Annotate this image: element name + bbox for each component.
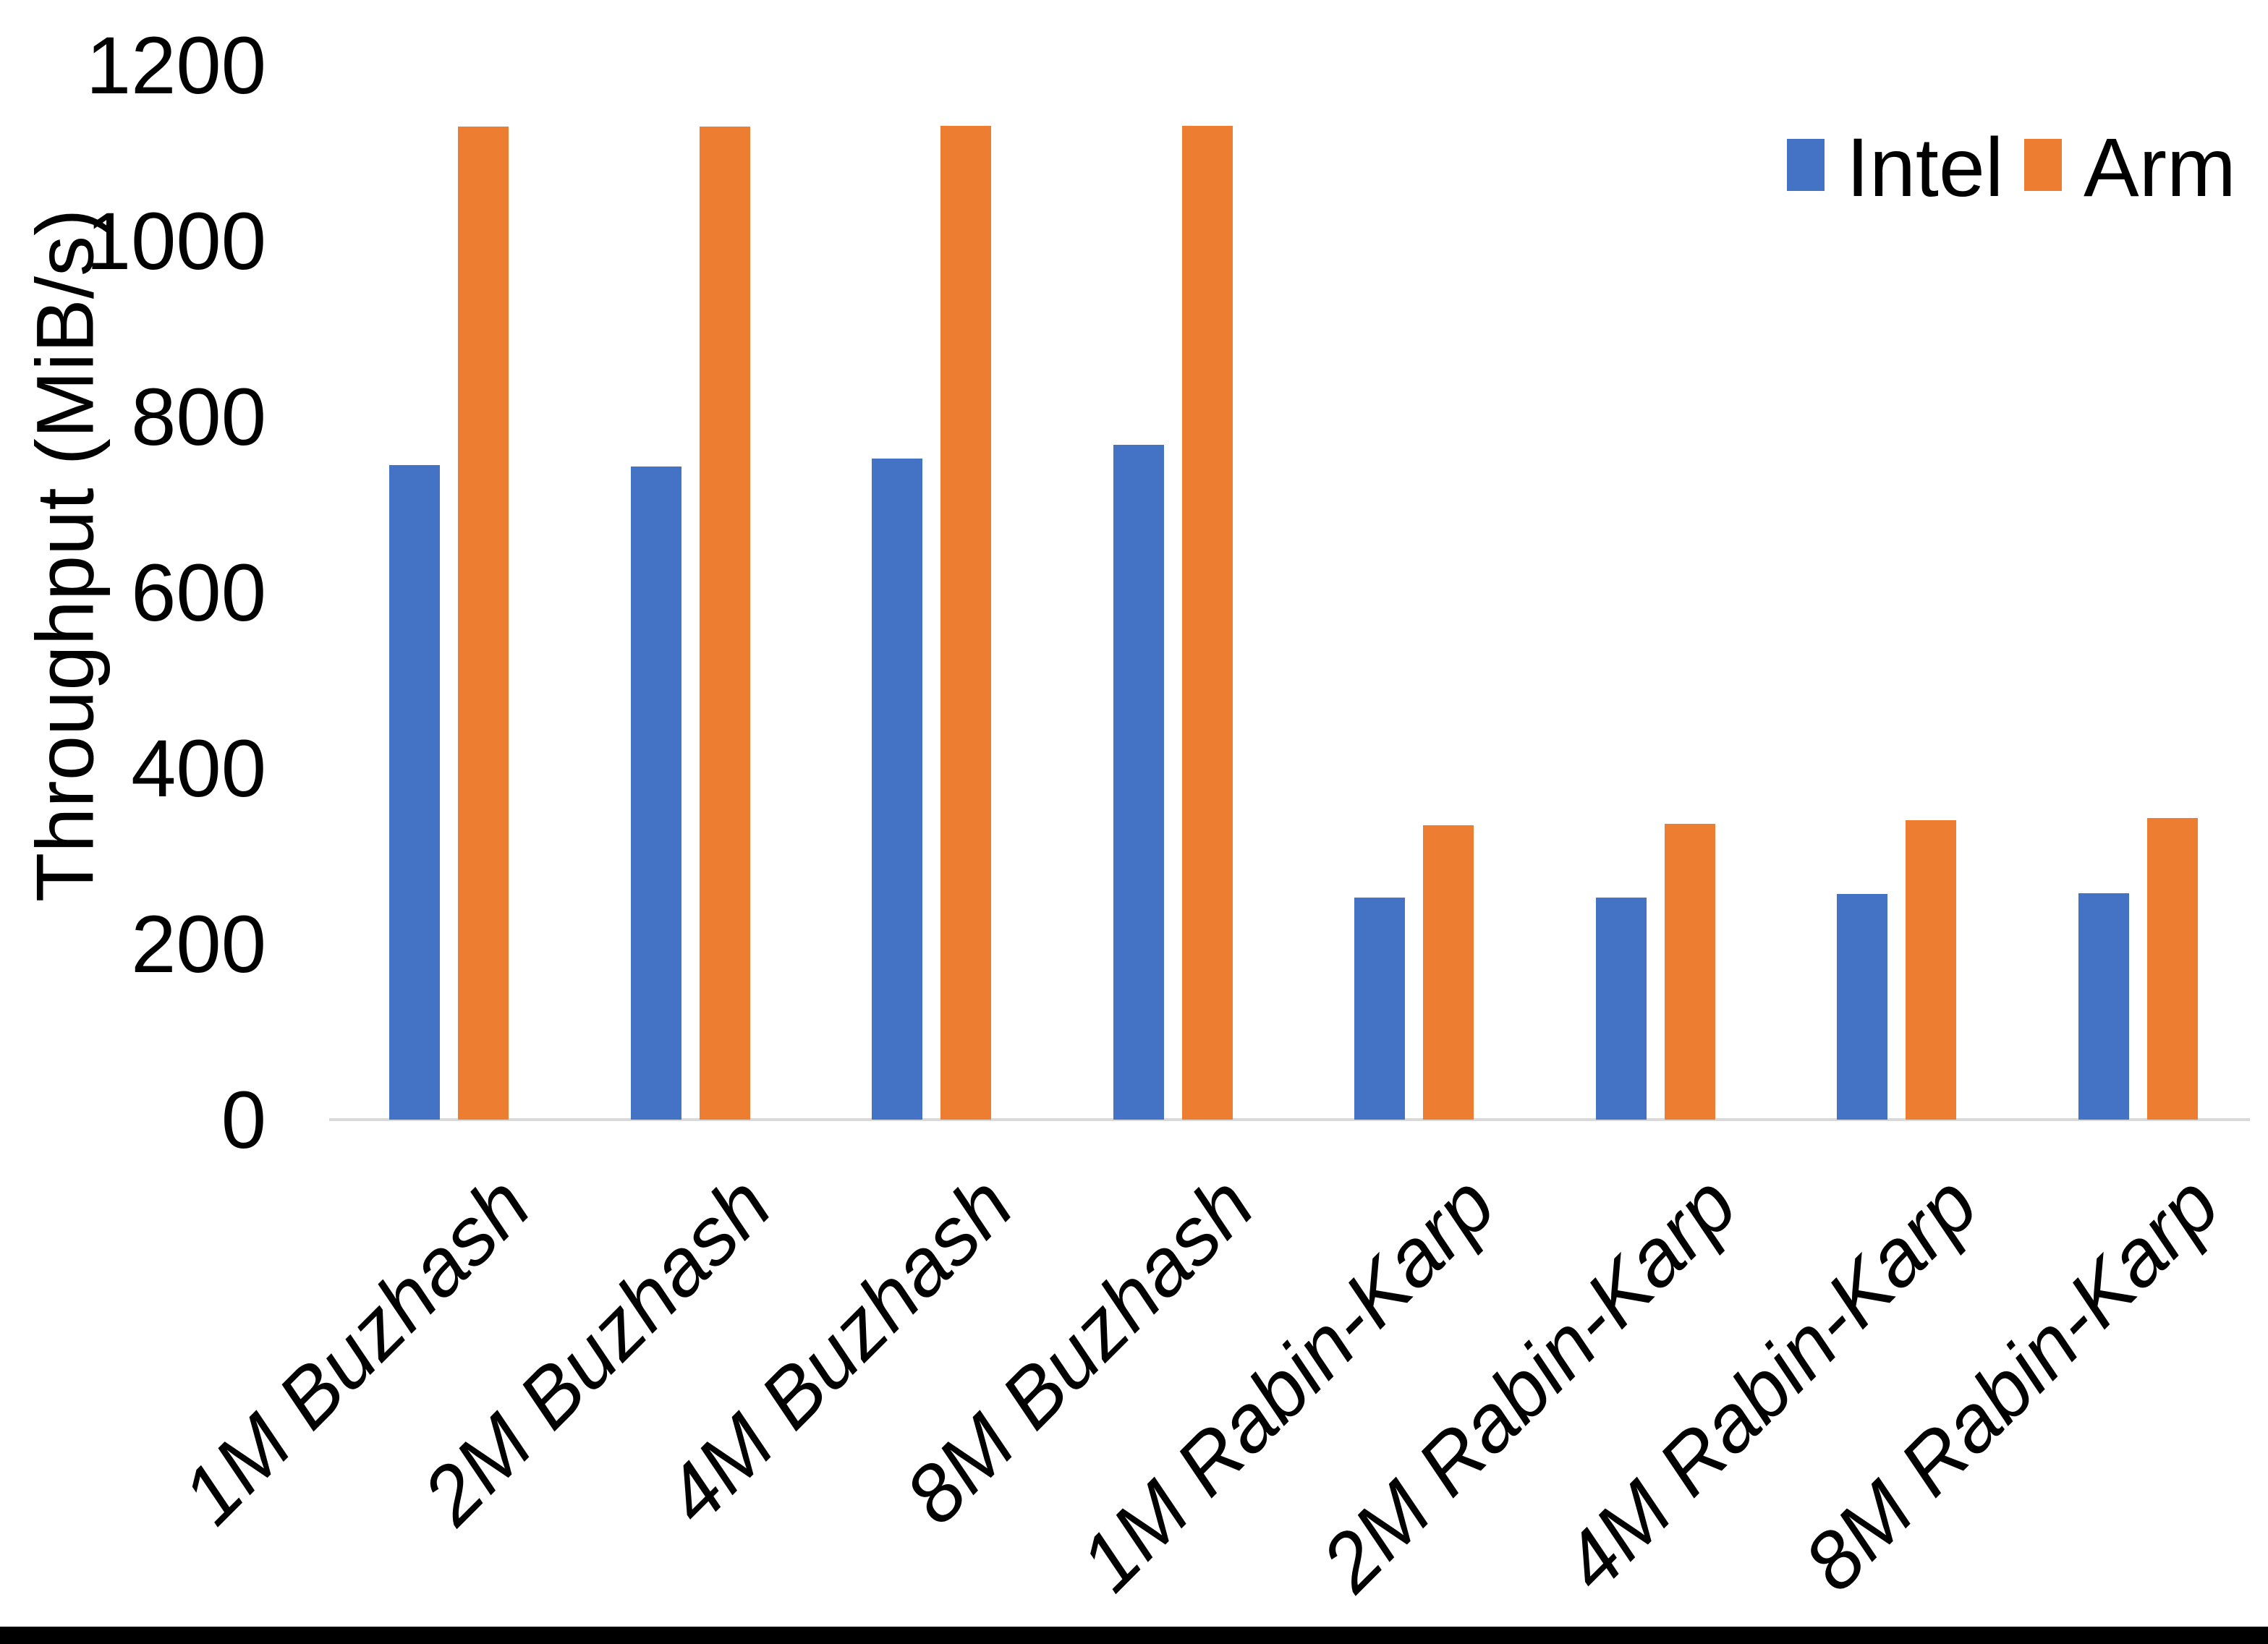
bar-intel-1m-buzhash: [389, 465, 440, 1120]
x-axis-line: [329, 1118, 2250, 1121]
y-tick-label: 0: [221, 1075, 266, 1165]
bar-arm-2m-rabin-karp: [1664, 824, 1715, 1120]
bar-arm-2m-buzhash: [699, 127, 750, 1120]
bar-arm-8m-buzhash: [1181, 126, 1233, 1120]
bar-intel-8m-rabin-karp: [2078, 893, 2129, 1120]
bar-arm-4m-rabin-karp: [1906, 820, 1956, 1120]
bottom-border: [0, 1627, 2268, 1644]
x-category-label-1m-rabin-karp: 1M Rabin-Karp: [1063, 1159, 1513, 1609]
bar-intel-2m-rabin-karp: [1595, 898, 1647, 1120]
x-category-label-4m-rabin-karp: 4M Rabin-Karp: [1545, 1159, 1995, 1609]
bar-intel-8m-buzhash: [1113, 445, 1164, 1120]
y-tick-label: 600: [131, 548, 266, 638]
legend-swatch-intel: [1787, 139, 1825, 191]
x-category-label-8m-rabin-karp: 8M Rabin-Karp: [1786, 1159, 2236, 1609]
legend-label-arm: Arm: [2084, 122, 2236, 214]
y-tick-label: 1000: [85, 196, 266, 286]
bar-arm-1m-buzhash: [458, 127, 509, 1120]
bar-intel-2m-buzhash: [630, 467, 681, 1120]
bar-intel-4m-rabin-karp: [1837, 894, 1887, 1120]
bar-arm-8m-rabin-karp: [2146, 818, 2198, 1120]
bar-arm-1m-rabin-karp: [1423, 825, 1474, 1120]
bar-intel-4m-buzhash: [872, 459, 922, 1120]
y-tick-label: 400: [131, 723, 266, 814]
x-category-label-2m-rabin-karp: 2M Rabin-Karp: [1304, 1159, 1754, 1609]
y-tick-label: 200: [131, 899, 266, 989]
bar-arm-4m-buzhash: [940, 126, 991, 1120]
legend-swatch-arm: [2024, 139, 2062, 191]
y-tick-label: 1200: [85, 20, 266, 111]
bar-intel-1m-rabin-karp: [1354, 898, 1405, 1120]
legend-label-intel: Intel: [1846, 122, 2004, 214]
y-tick-label: 800: [131, 372, 266, 462]
